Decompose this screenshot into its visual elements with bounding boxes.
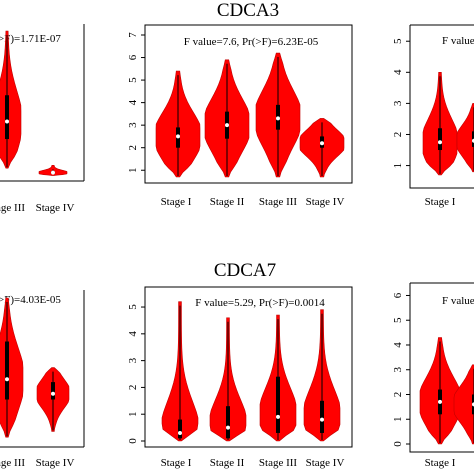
violin-group — [155, 52, 345, 178]
y-axis: 0 1 2 3 4 5 — [127, 304, 145, 444]
median-point — [51, 391, 55, 396]
x-tick-label: Stage I — [161, 196, 192, 208]
y-tick-label: 2 — [392, 132, 404, 138]
violin-shape — [456, 103, 474, 173]
violin-group — [161, 301, 341, 442]
median-point — [178, 430, 182, 435]
stat-annotation: >F)=4.03E-05 — [0, 294, 61, 306]
plot-frame — [144, 286, 353, 448]
x-tick-label: Stage II — [210, 196, 245, 208]
y-tick-label: 7 — [127, 32, 139, 38]
panel-bottom-right: F value 0 1 2 3 4 5 6 Stage I — [392, 282, 474, 469]
median-point — [438, 140, 442, 145]
median-point — [438, 399, 442, 404]
y-tick-label: 3 — [127, 357, 139, 363]
median-point — [320, 417, 324, 422]
plot-frame — [409, 24, 474, 189]
y-tick-label: 5 — [127, 304, 139, 310]
median-point — [5, 119, 9, 124]
x-tick-label: Stage I — [425, 196, 456, 208]
y-tick-label: 3 — [392, 100, 404, 106]
panel-top-left: >F)=1.71E-07 tage III Stage IV — [0, 24, 85, 214]
x-tick-label: Stage II — [210, 457, 245, 469]
panel-cdca3: CDCA3 F value=7.6, Pr(>F)=6.23E-05 1 2 3 4 5… — [127, 0, 353, 208]
y-tick-label: 4 — [392, 342, 404, 348]
x-tick-label: Stage I — [425, 457, 456, 469]
y-tick-label: 4 — [392, 69, 404, 75]
stat-annotation: F value=7.6, Pr(>F)=6.23E-05 — [184, 36, 319, 48]
x-tick-label: Stage III — [259, 196, 298, 208]
y-tick-label: 2 — [127, 385, 139, 391]
panel-title: CDCA7 — [214, 260, 276, 281]
median-point — [226, 425, 230, 430]
y-tick-label: 6 — [127, 54, 139, 60]
y-tick-label: 1 — [392, 163, 404, 169]
violin-shape — [0, 30, 22, 169]
median-point — [276, 116, 280, 121]
violin-shape — [0, 297, 24, 438]
violin-group — [422, 72, 474, 176]
y-tick-label: 3 — [127, 122, 139, 128]
plot-frame — [409, 282, 474, 453]
x-tick-label: Stage IV — [306, 196, 345, 208]
panel-bottom-left: >F)=4.03E-05 tage III Stage IV — [0, 290, 85, 469]
y-tick-label: 3 — [392, 366, 404, 372]
y-tick-label: 2 — [127, 145, 139, 151]
y-tick-label: 2 — [392, 392, 404, 398]
stat-annotation: F value=5.29, Pr(>F)=0.0014 — [195, 297, 325, 309]
median-point — [225, 123, 229, 128]
stat-annotation: >F)=1.71E-07 — [0, 33, 61, 45]
median-point — [51, 170, 55, 175]
x-tick-label: Stage IV — [36, 457, 75, 469]
violin-group — [0, 297, 70, 438]
y-tick-label: 4 — [127, 99, 139, 105]
y-axis: 1 2 3 4 5 — [392, 38, 410, 168]
y-axis: 0 1 2 3 4 5 6 — [392, 292, 410, 447]
x-tick-label: Stage I — [161, 457, 192, 469]
x-tick-label: Stage IV — [36, 202, 75, 214]
violin-group — [0, 30, 68, 176]
violin-shape — [453, 364, 474, 445]
x-tick-label: Stage III — [259, 457, 298, 469]
panel-top-right: F value 1 2 3 4 5 Stage I — [392, 24, 474, 208]
y-tick-label: 6 — [392, 292, 404, 298]
panel-title: CDCA3 — [217, 0, 279, 21]
x-tick-label: Stage IV — [306, 457, 345, 469]
violin-group — [419, 337, 474, 445]
y-tick-label: 5 — [392, 38, 404, 44]
y-tick-label: 1 — [127, 411, 139, 417]
median-point — [176, 134, 180, 139]
y-axis: 1 2 3 4 5 6 7 — [127, 32, 145, 173]
y-tick-label: 5 — [392, 317, 404, 323]
y-tick-label: 0 — [392, 441, 404, 447]
x-tick-label: tage III — [0, 202, 25, 214]
x-tick-label: tage III — [0, 457, 25, 469]
median-point — [320, 141, 324, 146]
y-tick-label: 1 — [392, 416, 404, 422]
stat-annotation: F value — [442, 295, 474, 307]
median-point — [5, 377, 9, 382]
y-tick-label: 1 — [127, 167, 139, 173]
plot-frame — [144, 24, 353, 184]
panel-cdca7: CDCA7 F value=5.29, Pr(>F)=0.0014 0 1 2 3 4 5… — [127, 260, 353, 469]
y-tick-label: 5 — [127, 77, 139, 83]
median-point — [276, 414, 280, 419]
y-tick-label: 0 — [127, 438, 139, 444]
stat-annotation: F value — [442, 35, 474, 47]
y-tick-label: 4 — [127, 331, 139, 337]
